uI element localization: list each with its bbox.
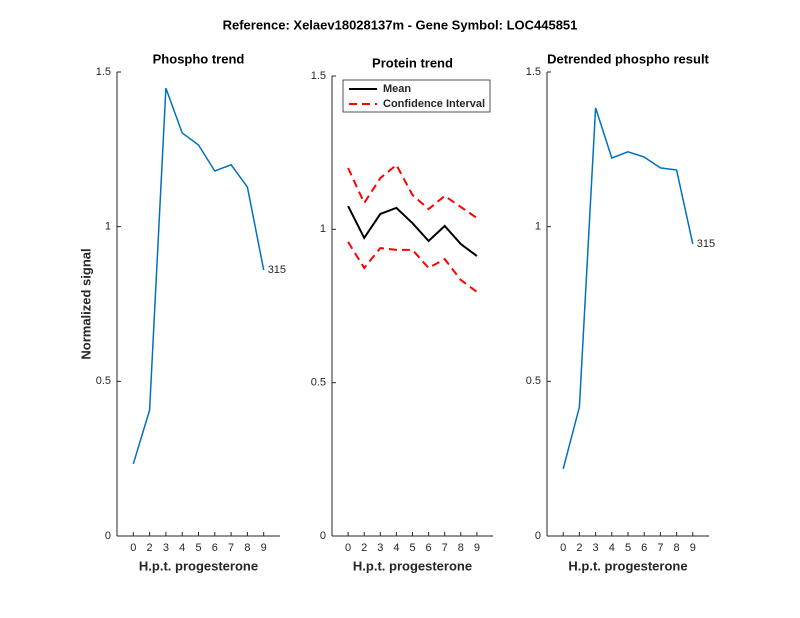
legend-label: Mean <box>383 83 411 95</box>
x-tick-label: 8 <box>244 542 250 554</box>
x-tick-label: 6 <box>426 542 432 554</box>
series-line <box>347 163 478 219</box>
y-tick-label: 1 <box>320 223 326 235</box>
x-tick-label: 2 <box>147 542 153 554</box>
x-tick-label: 3 <box>377 542 383 554</box>
x-tick-label: 9 <box>261 542 267 554</box>
annotation: 315 <box>268 264 286 276</box>
x-tick-label: 4 <box>179 542 185 554</box>
series-line <box>562 107 694 470</box>
y-tick-label: 1.5 <box>96 66 111 78</box>
y-tick-label: 0 <box>320 530 326 542</box>
y-tick-label: 1.5 <box>311 70 326 82</box>
legend-label: Confidence Interval <box>383 98 485 110</box>
x-tick-label: 6 <box>212 542 218 554</box>
x-tick-label: 0 <box>130 542 136 554</box>
y-tick-label: 0.5 <box>96 375 111 387</box>
x-tick-label: 2 <box>576 542 582 554</box>
y-tick-label: 0.5 <box>526 375 541 387</box>
x-tick-label: 0 <box>560 542 566 554</box>
x-tick-label: 4 <box>609 542 615 554</box>
axes-title: Detrended phospho result <box>547 51 709 66</box>
axes-title: Protein trend <box>372 55 453 70</box>
y-tick-label: 1 <box>105 221 111 233</box>
axes-title: Phospho trend <box>153 51 245 66</box>
legend-box <box>342 79 491 113</box>
figure-title: Reference: Xelaev18028137m - Gene Symbol… <box>223 17 578 32</box>
x-tick-label: 5 <box>409 542 415 554</box>
y-tick-label: 1.5 <box>526 66 541 78</box>
y-tick-label: 0 <box>105 530 111 542</box>
y-tick-label: 1 <box>535 221 541 233</box>
y-tick-label: 0 <box>535 530 541 542</box>
x-tick-label: 5 <box>195 542 201 554</box>
x-tick-label: 5 <box>625 542 631 554</box>
x-axis-label: H.p.t. progesterone <box>139 558 258 573</box>
x-tick-label: 3 <box>163 542 169 554</box>
x-tick-label: 4 <box>393 542 399 554</box>
y-tick-label: 0.5 <box>311 377 326 389</box>
y-axis-label: Normalized signal <box>78 248 93 359</box>
x-tick-label: 7 <box>228 542 234 554</box>
x-tick-label: 6 <box>641 542 647 554</box>
annotation: 315 <box>697 238 715 250</box>
x-axis-label: H.p.t. progesterone <box>568 558 687 573</box>
x-tick-label: 7 <box>442 542 448 554</box>
x-tick-label: 3 <box>593 542 599 554</box>
x-tick-label: 7 <box>657 542 663 554</box>
x-tick-label: 0 <box>345 542 351 554</box>
x-tick-label: 8 <box>674 542 680 554</box>
x-tick-label: 2 <box>361 542 367 554</box>
series-line <box>347 241 478 293</box>
x-tick-label: 9 <box>690 542 696 554</box>
x-tick-label: 9 <box>474 542 480 554</box>
series-line <box>132 87 265 465</box>
x-tick-label: 8 <box>458 542 464 554</box>
series-line <box>347 205 478 257</box>
x-axis-label: H.p.t. progesterone <box>353 558 472 573</box>
